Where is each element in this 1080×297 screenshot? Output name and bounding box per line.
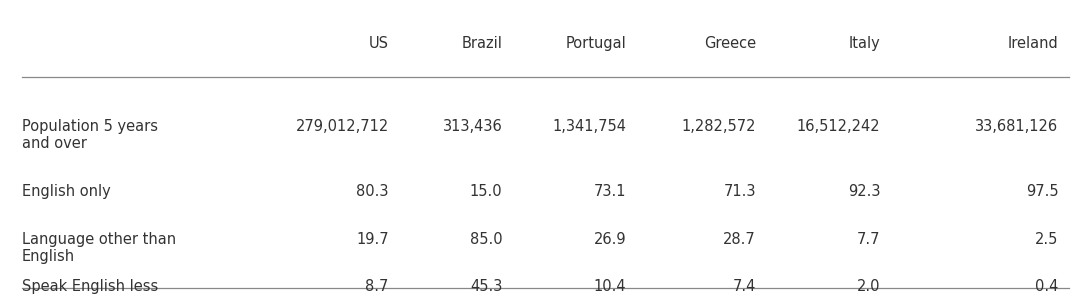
Text: 7.4: 7.4 bbox=[732, 279, 756, 294]
Text: 85.0: 85.0 bbox=[470, 232, 502, 247]
Text: 33,681,126: 33,681,126 bbox=[975, 119, 1058, 134]
Text: English only: English only bbox=[22, 184, 110, 199]
Text: 10.4: 10.4 bbox=[594, 279, 626, 294]
Text: 7.7: 7.7 bbox=[856, 232, 880, 247]
Text: 71.3: 71.3 bbox=[724, 184, 756, 199]
Text: 2.5: 2.5 bbox=[1035, 232, 1058, 247]
Text: Greece: Greece bbox=[704, 36, 756, 51]
Text: 92.3: 92.3 bbox=[848, 184, 880, 199]
Text: 26.9: 26.9 bbox=[594, 232, 626, 247]
Text: 279,012,712: 279,012,712 bbox=[296, 119, 389, 134]
Text: 19.7: 19.7 bbox=[356, 232, 389, 247]
Text: 97.5: 97.5 bbox=[1026, 184, 1058, 199]
Text: Ireland: Ireland bbox=[1008, 36, 1058, 51]
Text: 16,512,242: 16,512,242 bbox=[797, 119, 880, 134]
Text: 73.1: 73.1 bbox=[594, 184, 626, 199]
Text: Language other than
English: Language other than English bbox=[22, 232, 176, 264]
Text: Portugal: Portugal bbox=[566, 36, 626, 51]
Text: Speak English less
than "very well": Speak English less than "very well" bbox=[22, 279, 158, 297]
Text: 8.7: 8.7 bbox=[365, 279, 389, 294]
Text: 45.3: 45.3 bbox=[470, 279, 502, 294]
Text: 1,341,754: 1,341,754 bbox=[552, 119, 626, 134]
Text: US: US bbox=[368, 36, 389, 51]
Text: 80.3: 80.3 bbox=[356, 184, 389, 199]
Text: Italy: Italy bbox=[849, 36, 880, 51]
Text: 2.0: 2.0 bbox=[856, 279, 880, 294]
Text: Brazil: Brazil bbox=[461, 36, 502, 51]
Text: Population 5 years
and over: Population 5 years and over bbox=[22, 119, 158, 151]
Text: 0.4: 0.4 bbox=[1035, 279, 1058, 294]
Text: 28.7: 28.7 bbox=[724, 232, 756, 247]
Text: 1,282,572: 1,282,572 bbox=[681, 119, 756, 134]
Text: 313,436: 313,436 bbox=[443, 119, 502, 134]
Text: 15.0: 15.0 bbox=[470, 184, 502, 199]
